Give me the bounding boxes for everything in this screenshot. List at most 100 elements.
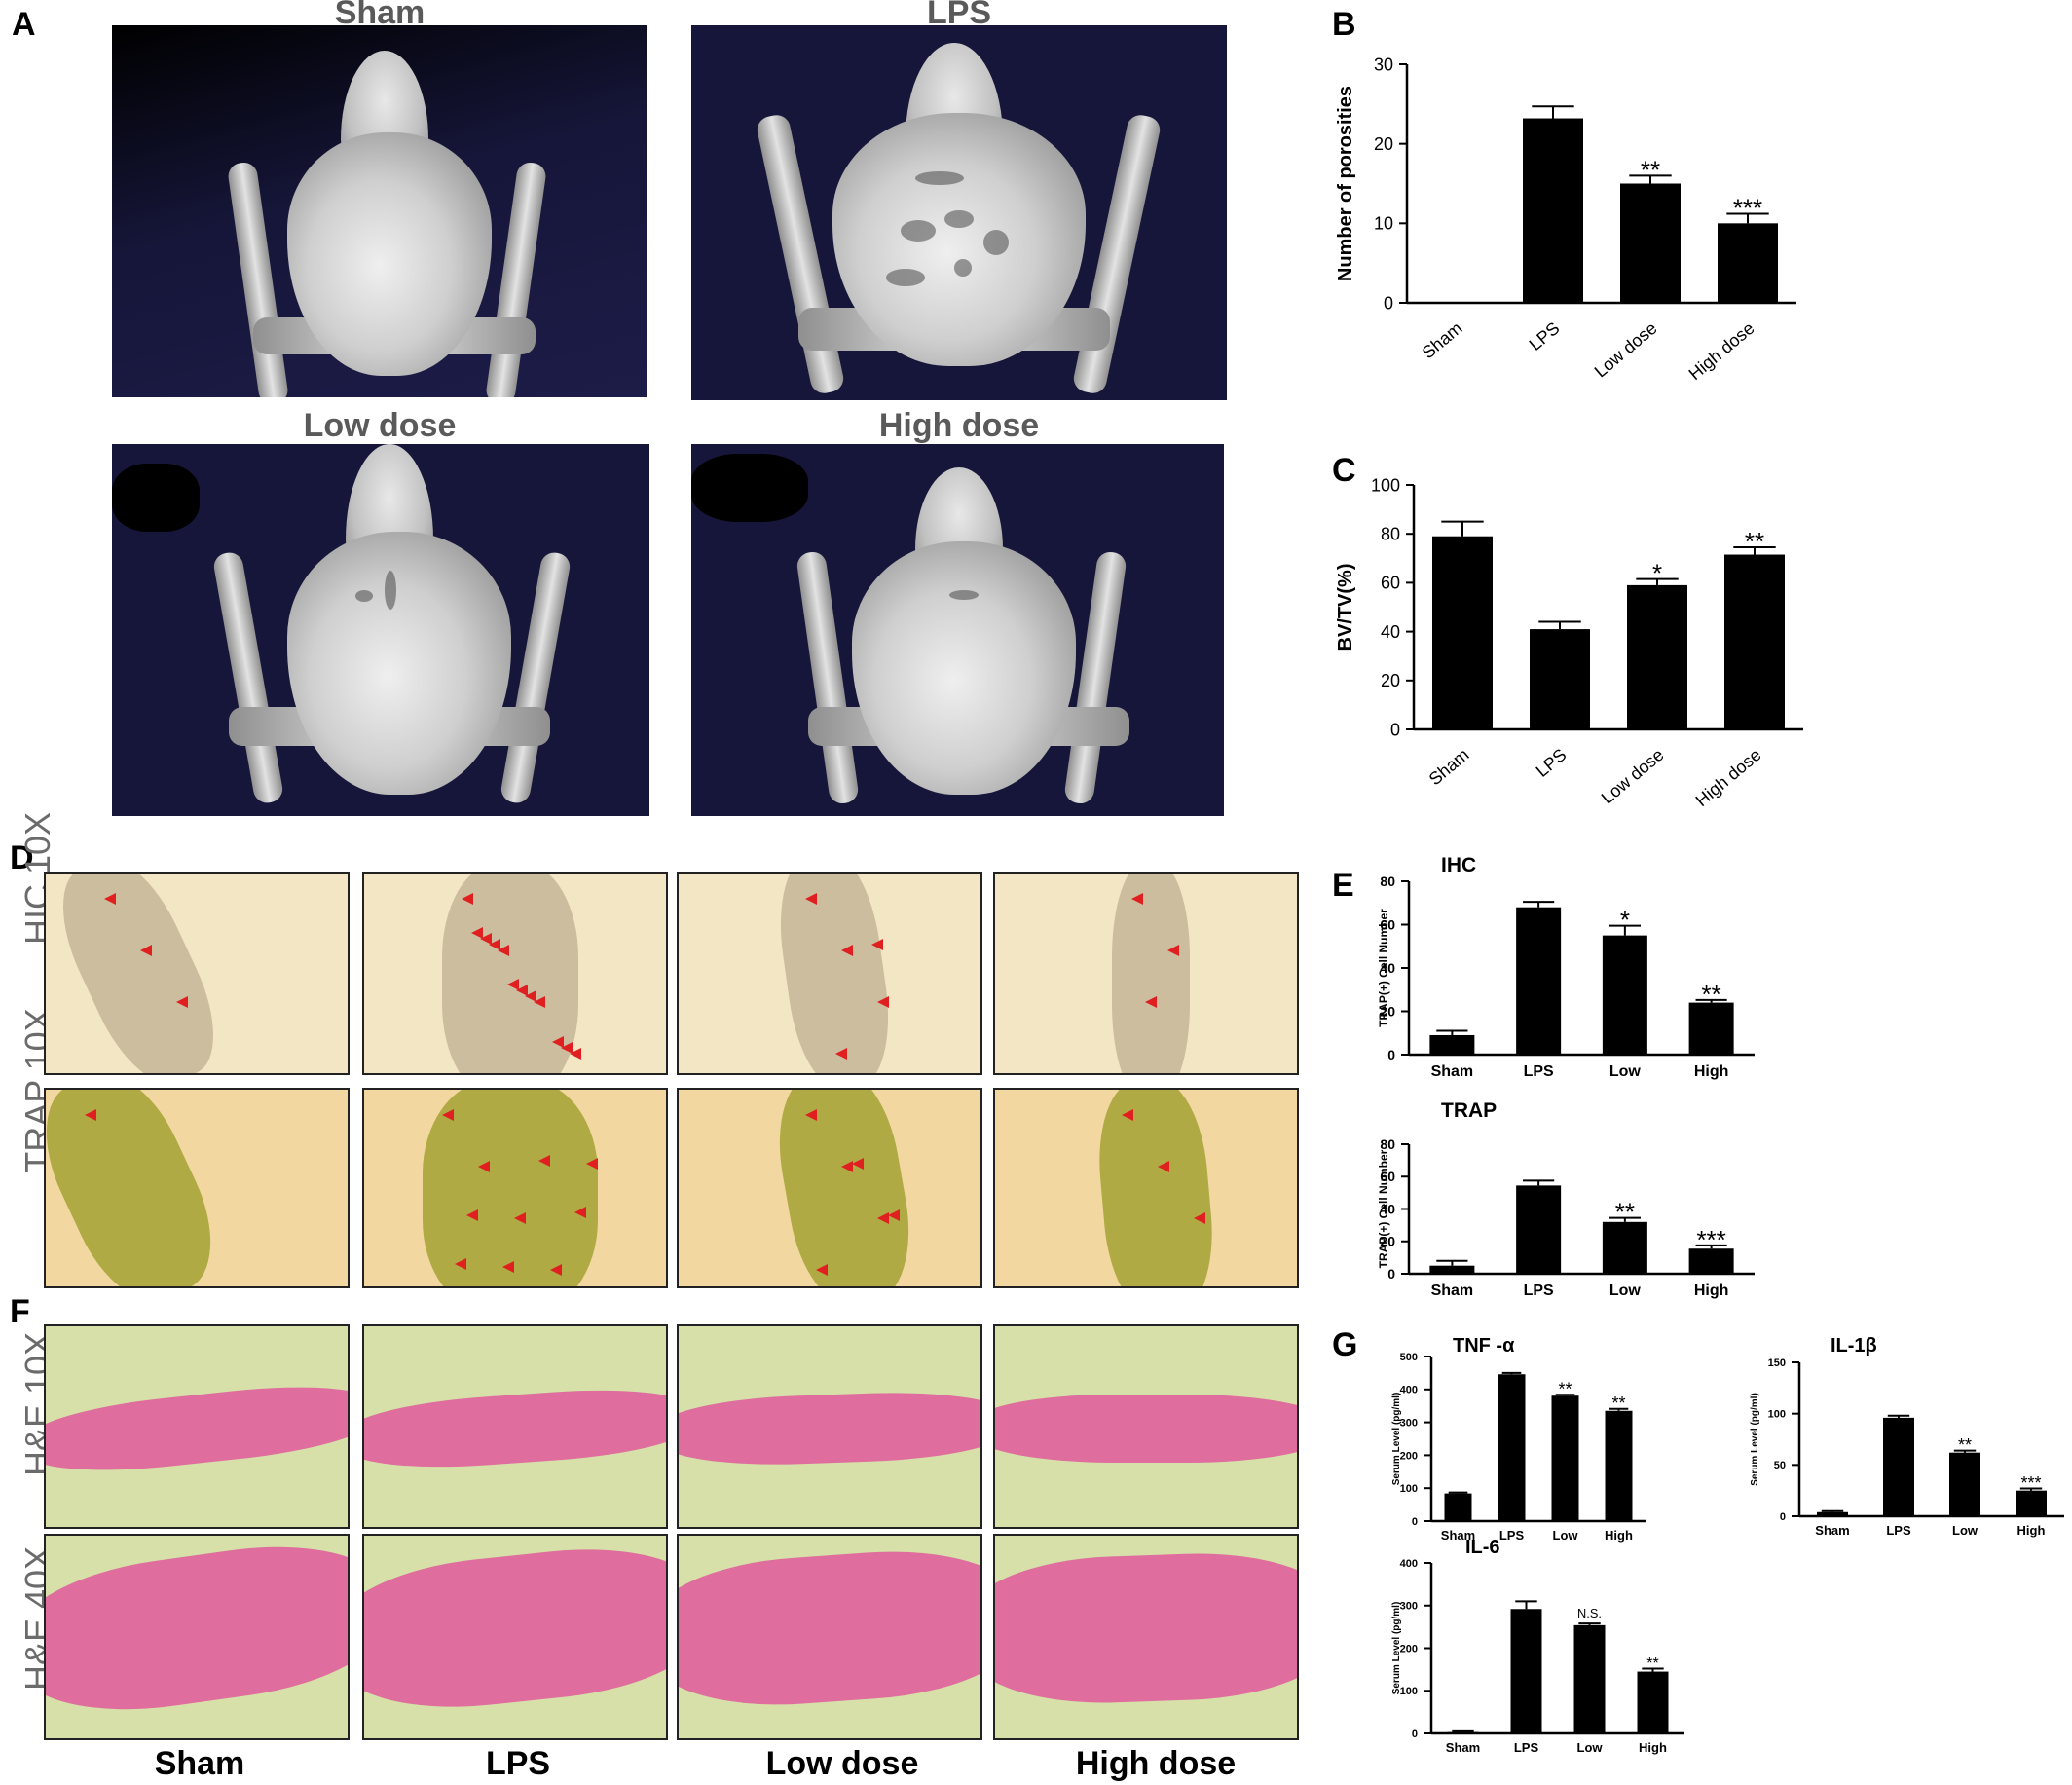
red-arrow-icon [574, 1207, 586, 1218]
bar [1605, 1410, 1633, 1521]
red-arrow-icon [1145, 996, 1157, 1008]
red-arrow-icon [471, 927, 483, 939]
red-arrow-icon [525, 990, 536, 1002]
y-axis-label: TRAP(+) Cell Number [1377, 909, 1390, 1027]
bar [1447, 1731, 1479, 1733]
red-arrow-icon [835, 1048, 847, 1060]
panel-letter-d: D [10, 839, 34, 876]
x-tick-label: Low [1610, 1063, 1642, 1080]
x-tick-label: Low dose [1598, 745, 1668, 808]
y-tick-label: 200 [1400, 1450, 1418, 1462]
red-arrow-icon [852, 1158, 864, 1170]
bar [1688, 1002, 1734, 1055]
y-tick-label: 0 [1388, 1266, 1395, 1282]
red-arrow-icon [489, 939, 500, 950]
y-tick-label: 60 [1380, 916, 1395, 932]
x-tick-label: Sham [1431, 1283, 1474, 1299]
red-arrow-icon [1131, 893, 1143, 905]
red-arrow-icon [140, 945, 152, 956]
red-arrow-icon [176, 996, 188, 1008]
y-tick-label: 40 [1380, 960, 1395, 976]
column-label-lps: LPS [485, 1745, 551, 1782]
y-tick-label: 50 [1774, 1460, 1786, 1471]
panel-letter-f: F [10, 1293, 30, 1330]
x-tick-label: LPS [1499, 1528, 1525, 1543]
significance-label: ** [1646, 1655, 1658, 1672]
chart-g-tnf: 0 100 200 300 400 500 Serum Level (pg/ml) TNF -… [1391, 1335, 1646, 1543]
y-tick-label: 400 [1400, 1558, 1418, 1570]
y-tick-label: 150 [1768, 1357, 1786, 1369]
y-tick-label: 20 [1374, 134, 1393, 154]
bar [1949, 1452, 1980, 1516]
bar [1498, 1374, 1526, 1521]
significance-label: * [1652, 559, 1662, 588]
bar [1627, 584, 1687, 729]
x-tick-label: High dose [1692, 745, 1765, 810]
ct-image-sham [112, 25, 648, 397]
y-tick-label: 0 [1388, 1047, 1395, 1062]
significance-label: ** [1611, 1394, 1625, 1413]
significance-label: ** [1641, 155, 1660, 184]
y-axis-label: Serum Level (pg/ml) [1750, 1393, 1760, 1486]
bar [1530, 629, 1590, 729]
red-arrow-icon [85, 1109, 96, 1121]
bar [1718, 223, 1778, 303]
y-tick-label: 60 [1381, 574, 1400, 593]
he-40x-image-2 [677, 1534, 982, 1740]
red-arrow-icon [498, 945, 509, 956]
bar [1620, 183, 1681, 303]
bar [2016, 1490, 2047, 1516]
chart-e-ihc: 0 20 40 60 80 TRAP(+) Cell Number IHC Sham LPS * L… [1377, 854, 1755, 1080]
significance-label: ** [1702, 980, 1721, 1009]
bar [1429, 1265, 1475, 1274]
y-tick-label: 20 [1380, 1234, 1395, 1249]
trap-image-1 [362, 1088, 668, 1288]
x-tick-label: LPS [1886, 1523, 1911, 1538]
panel-letter-g: G [1332, 1326, 1358, 1363]
x-tick-label: LPS [1526, 318, 1564, 354]
bar [1688, 1248, 1734, 1274]
x-tick-label: LPS [1514, 1740, 1539, 1755]
bar [1432, 536, 1493, 729]
red-arrow-icon [877, 996, 889, 1008]
x-tick-label: Sham [1446, 1740, 1480, 1755]
chart-g-il1: 0 50 100 150 Serum Level (pg/ml) IL-1β Sham LPS… [1750, 1335, 2064, 1538]
y-tick-label: 300 [1400, 1601, 1418, 1613]
y-tick-label: 30 [1374, 55, 1393, 74]
red-arrow-icon [466, 1209, 478, 1221]
red-arrow-icon [888, 1209, 900, 1221]
y-tick-label: 80 [1380, 874, 1395, 889]
chart-b: 0 10 20 30 Number of porosities Sham LPS ** Low … [1335, 55, 1796, 384]
red-arrow-icon [538, 1155, 550, 1167]
y-tick-label: 20 [1380, 1003, 1395, 1019]
panel-letter-e: E [1332, 867, 1354, 904]
x-tick-label: Low [1610, 1283, 1642, 1299]
bar [1516, 1185, 1562, 1274]
panel-letter-c: C [1332, 452, 1356, 489]
ct-image-low-dose [112, 444, 649, 816]
y-tick-label: 60 [1380, 1169, 1395, 1184]
ihc-image-3 [993, 872, 1299, 1075]
significance-label: N.S. [1577, 1606, 1602, 1620]
red-arrow-icon [1122, 1109, 1133, 1121]
x-tick-label: High [1639, 1740, 1667, 1755]
red-arrow-icon [877, 1212, 889, 1224]
significance-label: ** [1958, 1435, 1972, 1455]
x-tick-label: Low dose [1591, 318, 1661, 382]
y-tick-label: 10 [1374, 214, 1393, 234]
y-tick-label: 80 [1380, 1136, 1395, 1152]
bar [1817, 1511, 1848, 1516]
x-tick-label: Sham [1441, 1528, 1475, 1543]
tissue-section [423, 1090, 598, 1286]
bar [1573, 1624, 1606, 1733]
y-axis-label: Serum Level (pg/ml) [1391, 1393, 1402, 1486]
y-tick-label: 0 [1412, 1729, 1418, 1740]
y-tick-label: 40 [1381, 622, 1400, 642]
significance-label: ** [1745, 527, 1764, 556]
red-arrow-icon [502, 1261, 514, 1273]
x-tick-label: Sham [1815, 1523, 1849, 1538]
chart-title: IL-1β [1831, 1335, 1877, 1357]
tissue-section [1112, 874, 1190, 1073]
